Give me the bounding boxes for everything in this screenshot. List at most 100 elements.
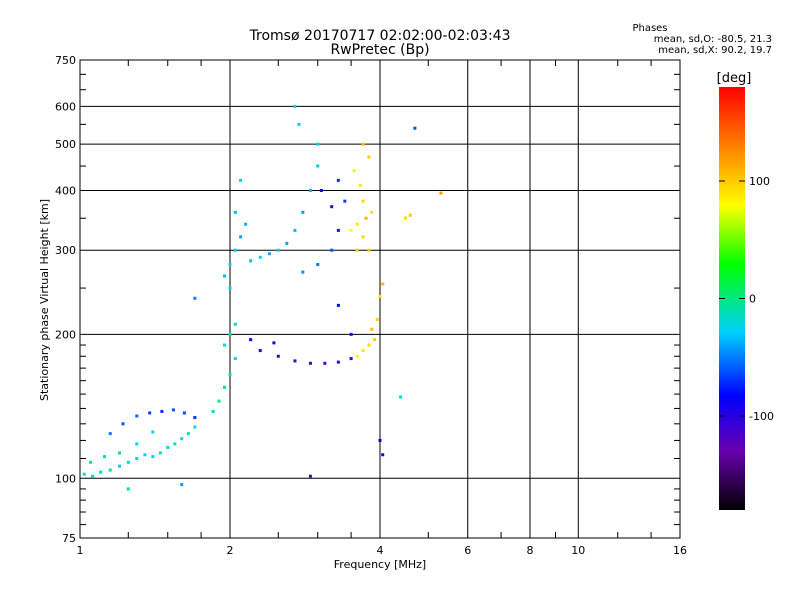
echo-point (308, 188, 312, 192)
echo-point (375, 317, 379, 321)
info-heading: Phases (632, 23, 667, 34)
colorbar: [deg] 100 0 -100 (717, 71, 774, 510)
echo-point (381, 453, 385, 457)
y-tick-label: 300 (55, 244, 76, 257)
x-tick-label: 8 (527, 544, 534, 557)
echo-point (166, 445, 170, 449)
echo-point (151, 430, 155, 434)
y-tick-label: 600 (55, 100, 76, 113)
colorbar-tick-label: -100 (749, 410, 774, 423)
echo-point (258, 349, 262, 353)
echo-point (349, 228, 353, 232)
echo-point (316, 142, 320, 146)
echo-point (193, 416, 197, 420)
echo-point (413, 126, 417, 130)
echo-point (228, 372, 232, 376)
echo-point (367, 343, 371, 347)
minor-ticks (80, 60, 680, 538)
echo-point (355, 222, 359, 226)
chart-subtitle: RwPretec (Bp) (330, 42, 429, 58)
echo-point (399, 395, 403, 399)
chart-title: Tromsø 20170717 02:02:00-02:03:43 (249, 28, 511, 44)
echo-point (308, 361, 312, 365)
x-tick-label: 16 (673, 544, 687, 557)
echo-point (403, 216, 407, 220)
echo-point (135, 456, 139, 460)
x-tick-label: 4 (377, 544, 384, 557)
colorbar-tick-label: 0 (749, 293, 756, 306)
y-axis-label: Stationary phase Virtual Height [km] (38, 199, 51, 401)
echo-point (361, 235, 365, 239)
echo-point (408, 213, 412, 217)
y-tick-label: 75 (62, 532, 76, 545)
echo-point (160, 409, 164, 413)
echo-point (233, 357, 237, 361)
echo-point (308, 474, 312, 478)
echo-point (193, 425, 197, 429)
colorbar-tick-label: 100 (749, 175, 770, 188)
echo-point (228, 286, 232, 290)
echo-point (316, 263, 320, 267)
echo-point (99, 470, 103, 474)
colorbar-label: [deg] (717, 71, 752, 86)
echo-point (249, 259, 253, 263)
echo-point (316, 164, 320, 168)
echo-point (355, 248, 359, 252)
echo-point (121, 422, 125, 426)
y-tick-label: 750 (55, 54, 76, 67)
echo-point (91, 474, 95, 478)
echo-point (336, 303, 340, 307)
echo-point (244, 222, 248, 226)
echo-point (336, 228, 340, 232)
echo-point (293, 104, 297, 108)
echo-point (193, 296, 197, 300)
echo-point (373, 338, 377, 342)
echo-point (336, 178, 340, 182)
echo-point (135, 442, 139, 446)
echo-point (323, 361, 327, 365)
echo-point (82, 472, 86, 476)
echo-point (378, 295, 382, 299)
echo-point (343, 199, 347, 203)
echo-point (117, 464, 121, 468)
echo-point (211, 409, 215, 413)
echo-point (367, 248, 371, 252)
echo-point (171, 408, 175, 412)
echo-point (349, 357, 353, 361)
echo-point (358, 183, 362, 187)
echo-point (293, 228, 297, 232)
echo-point (361, 349, 365, 353)
echo-point (330, 248, 334, 252)
echo-point (151, 455, 155, 459)
echo-point (319, 188, 323, 192)
echo-point (108, 432, 112, 436)
echo-point (352, 169, 356, 173)
y-tick-label: 200 (55, 328, 76, 341)
x-tick-label: 1 (77, 544, 84, 557)
info-line-o: mean, sd,O: -80.5, 21.3 (654, 34, 772, 45)
echo-point (233, 210, 237, 214)
echo-point (267, 252, 271, 256)
echo-point (217, 399, 221, 403)
echo-point (233, 248, 237, 252)
x-tick-label: 2 (227, 544, 234, 557)
plot-area: 1 2 4 6 8 10 16 75 100 200 300 400 500 600 750 (55, 54, 687, 557)
x-axis-label: Frequency [MHz] (334, 558, 426, 571)
echo-point (301, 210, 305, 214)
echo-point (301, 270, 305, 274)
grid-lines (80, 60, 680, 538)
echo-point (223, 343, 227, 347)
echo-point (355, 354, 359, 358)
echo-point (158, 451, 162, 455)
echo-point (249, 338, 253, 342)
echo-point (126, 487, 130, 491)
echo-point (370, 327, 374, 331)
data-points (82, 104, 443, 491)
echo-point (126, 460, 130, 464)
echo-point (223, 274, 227, 278)
echo-point (367, 155, 371, 159)
echo-point (135, 414, 139, 418)
echo-point (349, 332, 353, 336)
echo-point (117, 451, 121, 455)
echo-point (297, 122, 301, 126)
